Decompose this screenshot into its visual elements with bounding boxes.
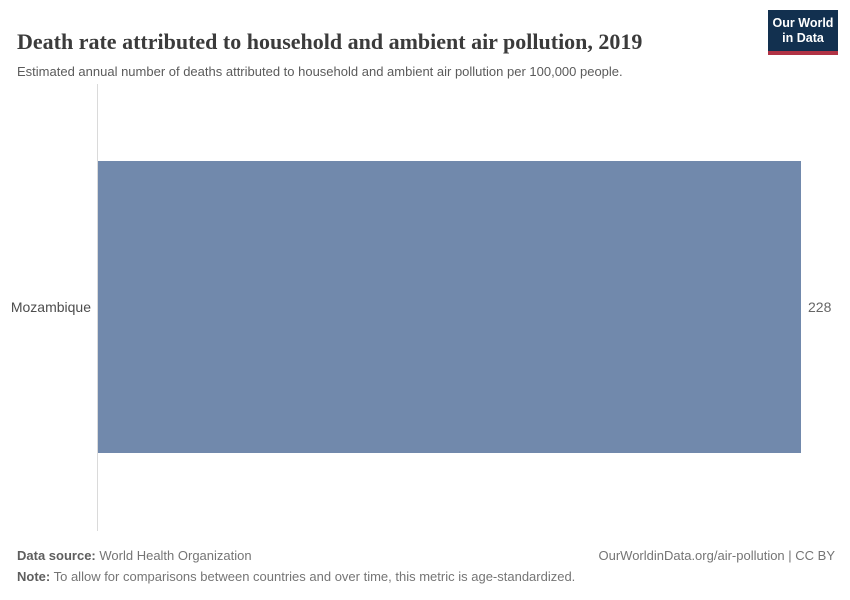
bar-row: Mozambique 228: [0, 161, 850, 453]
bar-mozambique[interactable]: [98, 161, 801, 453]
chart-subtitle: Estimated annual number of deaths attrib…: [17, 64, 623, 79]
owid-logo[interactable]: Our World in Data: [768, 10, 838, 55]
data-source-line: Data source: World Health Organization: [17, 548, 252, 564]
y-axis-line: [97, 84, 98, 531]
entity-label: Mozambique: [10, 299, 91, 315]
note-label: Note:: [17, 569, 51, 584]
attribution-link[interactable]: OurWorldinData.org/air-pollution | CC BY: [598, 548, 835, 563]
data-source-value: World Health Organization: [99, 548, 252, 563]
data-source-label: Data source:: [17, 548, 96, 563]
bar-value-label: 228: [808, 299, 832, 315]
note-value: To allow for comparisons between countri…: [53, 569, 576, 584]
owid-logo-line1: Our World: [772, 16, 834, 30]
owid-logo-line2: in Data: [782, 31, 824, 45]
chart-footer: Data source: World Health Organization O…: [17, 548, 835, 585]
bar-track: 228: [98, 161, 831, 453]
chart-title: Death rate attributed to household and a…: [17, 28, 643, 54]
plot-area: Mozambique 228: [0, 84, 850, 531]
note-line: Note: To allow for comparisons between c…: [17, 569, 835, 585]
